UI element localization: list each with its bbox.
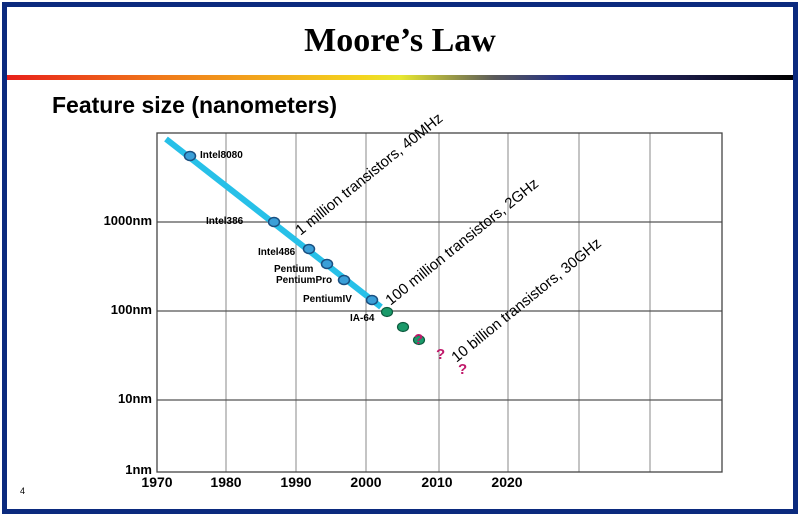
horizontal-gridlines <box>157 221 722 401</box>
historic-points <box>183 150 379 306</box>
point-label-pentiumiv: PentiumIV <box>303 294 352 305</box>
question-mark: ? <box>436 346 446 363</box>
gradient-divider <box>7 75 793 80</box>
point-label-intel386: Intel386 <box>206 216 244 227</box>
question-mark: ? <box>414 331 424 348</box>
question-mark: ? <box>458 361 468 378</box>
point-label-intel8080: Intel8080 <box>200 150 243 161</box>
chart-subtitle: Feature size (nanometers) <box>52 92 338 118</box>
x-tick-2020: 2020 <box>491 474 523 490</box>
projected-points <box>380 306 426 346</box>
y-tick-10nm: 10nm <box>118 391 152 406</box>
plot-border <box>156 132 723 473</box>
x-tick-1970: 1970 <box>141 474 173 490</box>
point-label-pentium: Pentium <box>274 264 314 275</box>
slide-title: Moore’s Law <box>304 22 496 59</box>
x-tick-1980: 1980 <box>210 474 242 490</box>
y-tick-1000nm: 1000nm <box>103 213 152 228</box>
point-label-ia64: IA-64 <box>350 313 375 324</box>
point-label-pentiumpro: PentiumPro <box>276 275 333 286</box>
x-tick-1990: 1990 <box>280 474 312 490</box>
page-number: 4 <box>20 486 26 496</box>
x-tick-2000: 2000 <box>350 474 382 490</box>
x-tick-2010: 2010 <box>421 474 453 490</box>
y-tick-100nm: 100nm <box>110 302 152 317</box>
y-tick-1nm: 1nm <box>125 462 152 477</box>
point-label-intel486: Intel486 <box>258 247 296 258</box>
vertical-gridlines <box>225 133 651 472</box>
